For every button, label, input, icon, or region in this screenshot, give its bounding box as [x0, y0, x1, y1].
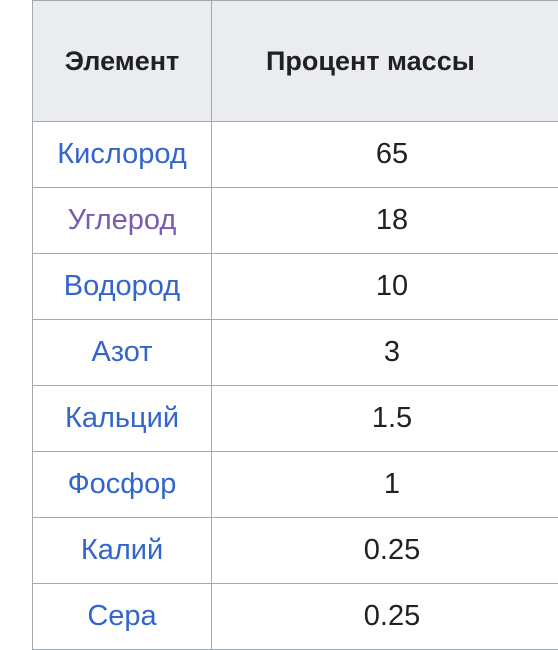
mass-percent-cell: 3 — [212, 320, 558, 386]
mass-percent-cell: 10 — [212, 254, 558, 320]
column-header-element[interactable]: Элемент — [33, 1, 212, 122]
mass-percent-cell: 0.25 — [212, 584, 558, 650]
column-header-mass-percent[interactable]: Процент массы — [212, 1, 558, 122]
element-link-phosphorus[interactable]: Фосфор — [33, 452, 212, 518]
table-row: Азот 3 — [33, 320, 558, 386]
table-row: Калий 0.25 — [33, 518, 558, 584]
element-link-potassium[interactable]: Калий — [33, 518, 212, 584]
element-link-carbon[interactable]: Углерод — [33, 188, 212, 254]
element-mass-table: Элемент Процент массы Кислород 65 Углеро… — [32, 0, 558, 650]
mass-percent-cell: 1 — [212, 452, 558, 518]
table-row: Кислород 65 — [33, 122, 558, 188]
element-table-container: Элемент Процент массы Кислород 65 Углеро… — [32, 0, 558, 647]
table-row: Углерод 18 — [33, 188, 558, 254]
mass-percent-cell: 65 — [212, 122, 558, 188]
mass-percent-cell: 18 — [212, 188, 558, 254]
mass-percent-cell: 0.25 — [212, 518, 558, 584]
mass-percent-cell: 1.5 — [212, 386, 558, 452]
table-row: Водород 10 — [33, 254, 558, 320]
element-link-sulfur[interactable]: Сера — [33, 584, 212, 650]
table-row: Фосфор 1 — [33, 452, 558, 518]
table-header-row: Элемент Процент массы — [33, 1, 558, 122]
element-link-calcium[interactable]: Кальций — [33, 386, 212, 452]
table-row: Сера 0.25 — [33, 584, 558, 650]
table-row: Кальций 1.5 — [33, 386, 558, 452]
element-link-hydrogen[interactable]: Водород — [33, 254, 212, 320]
element-link-oxygen[interactable]: Кислород — [33, 122, 212, 188]
element-link-nitrogen[interactable]: Азот — [33, 320, 212, 386]
